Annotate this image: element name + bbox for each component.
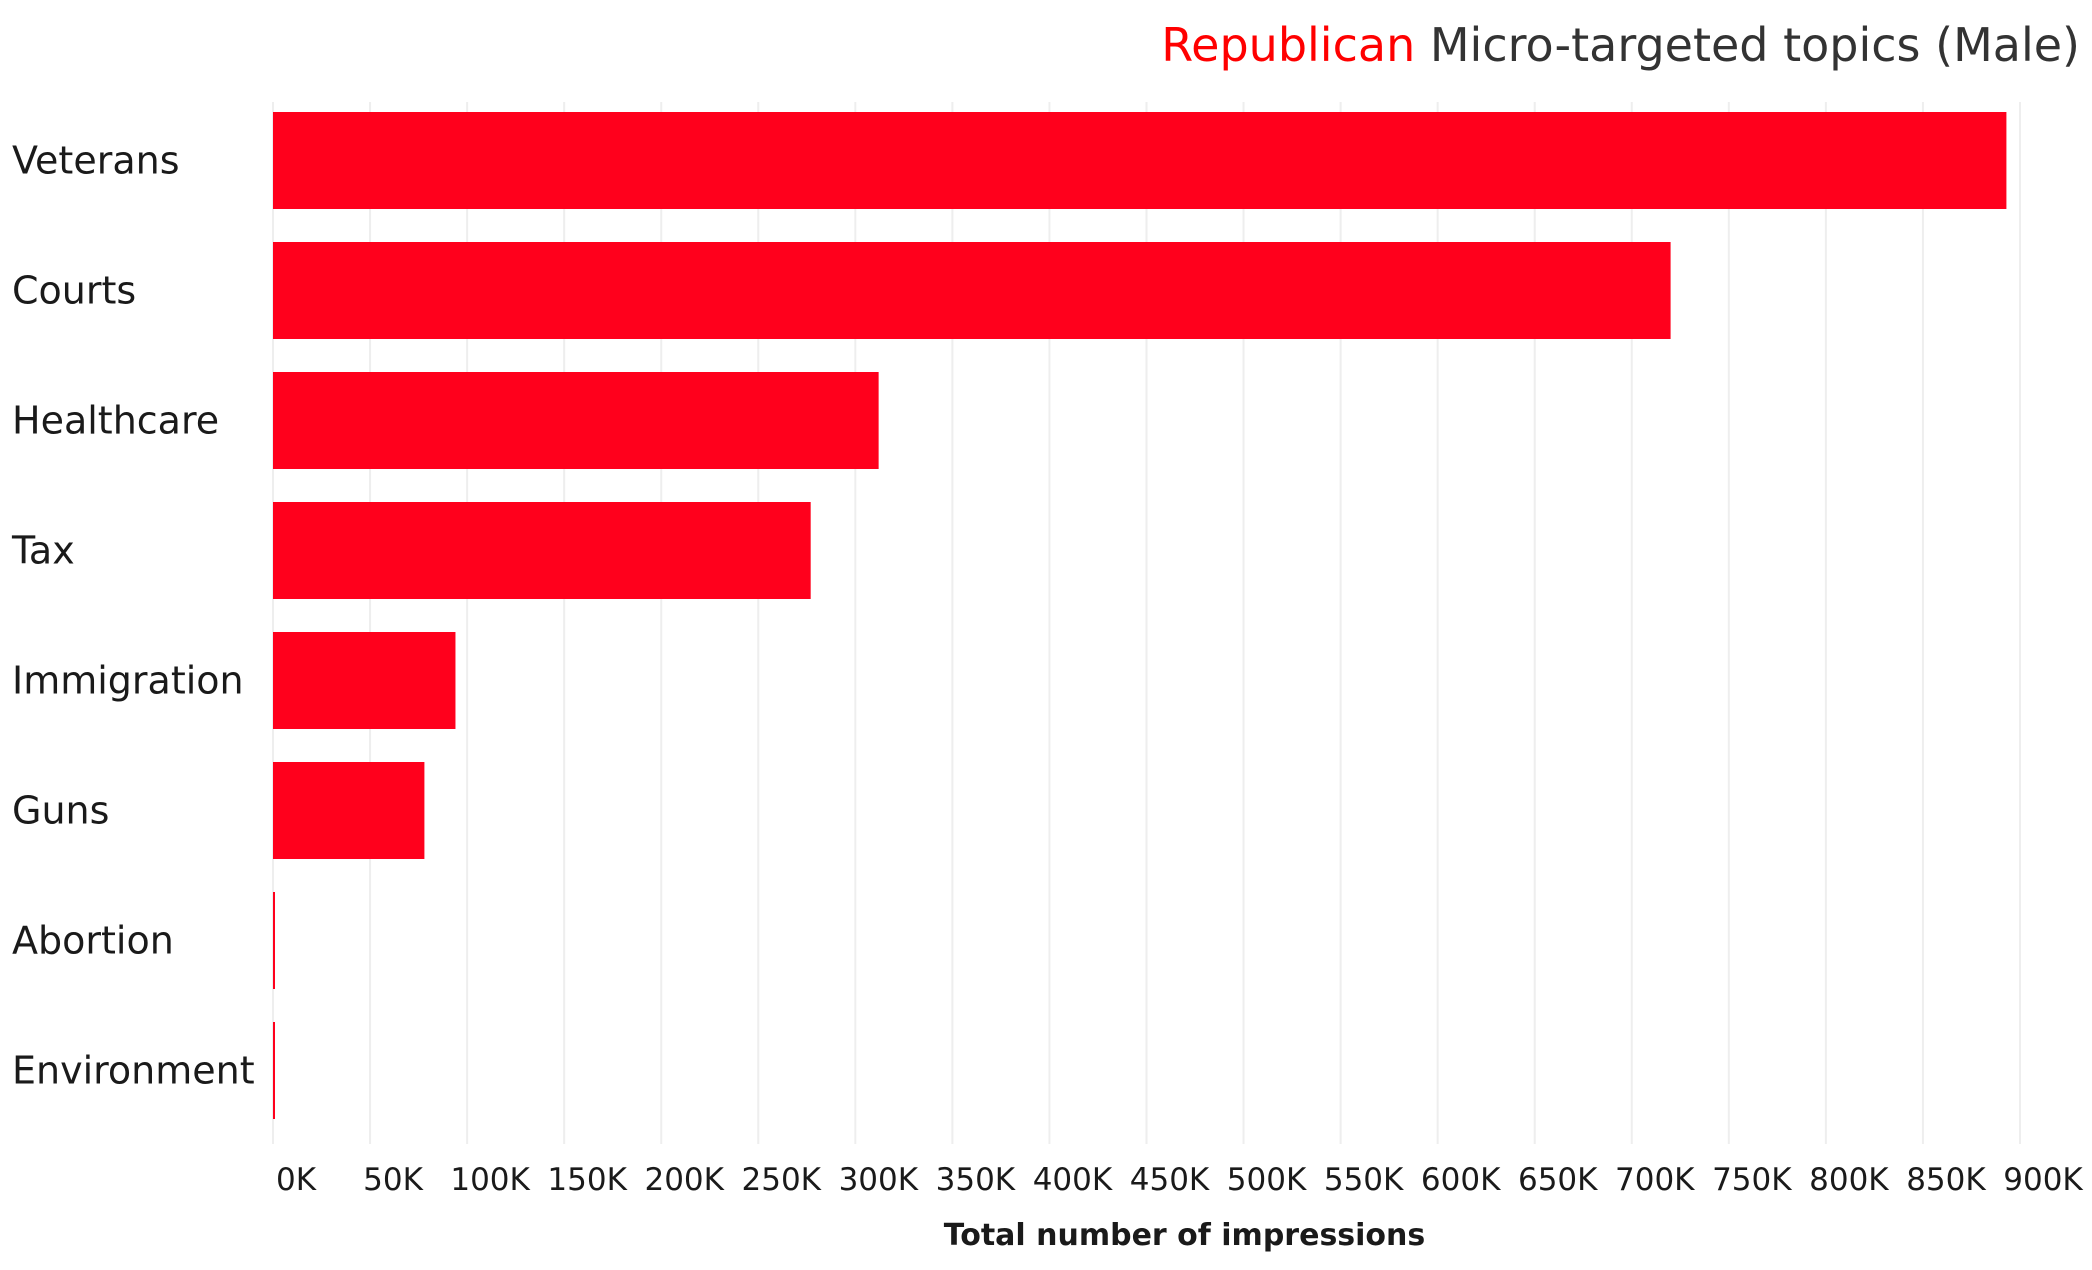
x-tick-label-200K: 200K <box>644 1162 724 1198</box>
category-label-abortion: Abortion <box>12 919 174 963</box>
x-tick-label-600K: 600K <box>1421 1162 1501 1198</box>
x-tick-label-800K: 800K <box>1809 1162 1889 1198</box>
x-tick-label-300K: 300K <box>839 1162 919 1198</box>
bar-abortion <box>273 892 275 989</box>
x-tick-label-100K: 100K <box>450 1162 530 1198</box>
x-tick-label-900K: 900K <box>2003 1162 2083 1198</box>
x-tick-label-750K: 750K <box>1712 1162 1792 1198</box>
bar-guns <box>273 762 425 859</box>
x-tick-label-350K: 350K <box>936 1162 1016 1198</box>
chart-title: Republican Micro-targeted topics (Male) <box>1161 18 2080 72</box>
x-tick-label-550K: 550K <box>1324 1162 1404 1198</box>
x-tick-label-0K: 0K <box>276 1162 317 1198</box>
bar-immigration <box>273 632 456 729</box>
bar-environment <box>273 1022 275 1119</box>
category-label-courts: Courts <box>12 269 136 313</box>
category-label-immigration: Immigration <box>12 659 244 703</box>
category-label-environment: Environment <box>12 1049 255 1093</box>
bar-courts <box>273 242 1671 339</box>
bar-healthcare <box>273 372 879 469</box>
bar-tax <box>273 502 811 599</box>
x-axis-title: Total number of impressions <box>944 1218 1426 1253</box>
x-tick-label-650K: 650K <box>1518 1162 1598 1198</box>
bar-veterans <box>273 112 2007 209</box>
bars <box>273 112 2007 1119</box>
x-tick-label-50K: 50K <box>363 1162 423 1198</box>
category-label-guns: Guns <box>12 789 109 833</box>
category-label-tax: Tax <box>11 529 75 573</box>
category-label-veterans: Veterans <box>12 139 180 183</box>
x-tick-label-700K: 700K <box>1615 1162 1695 1198</box>
x-tick-label-400K: 400K <box>1033 1162 1113 1198</box>
chart-title-party: Republican <box>1161 18 1416 72</box>
x-tick-label-450K: 450K <box>1130 1162 1210 1198</box>
chart-title-text: Micro-targeted topics (Male) <box>1415 18 2080 72</box>
x-tick-label-850K: 850K <box>1906 1162 1986 1198</box>
x-tick-labels: 0K 50K 100K 150K 200K 250K 300K 350K 400K 450K 500… <box>276 1162 2083 1198</box>
x-tick-label-500K: 500K <box>1227 1162 1307 1198</box>
x-tick-label-250K: 250K <box>742 1162 822 1198</box>
category-label-healthcare: Healthcare <box>12 399 219 443</box>
category-labels: Veterans Courts Healthcare Tax Immigration Gu… <box>11 139 255 1093</box>
x-tick-label-150K: 150K <box>547 1162 627 1198</box>
